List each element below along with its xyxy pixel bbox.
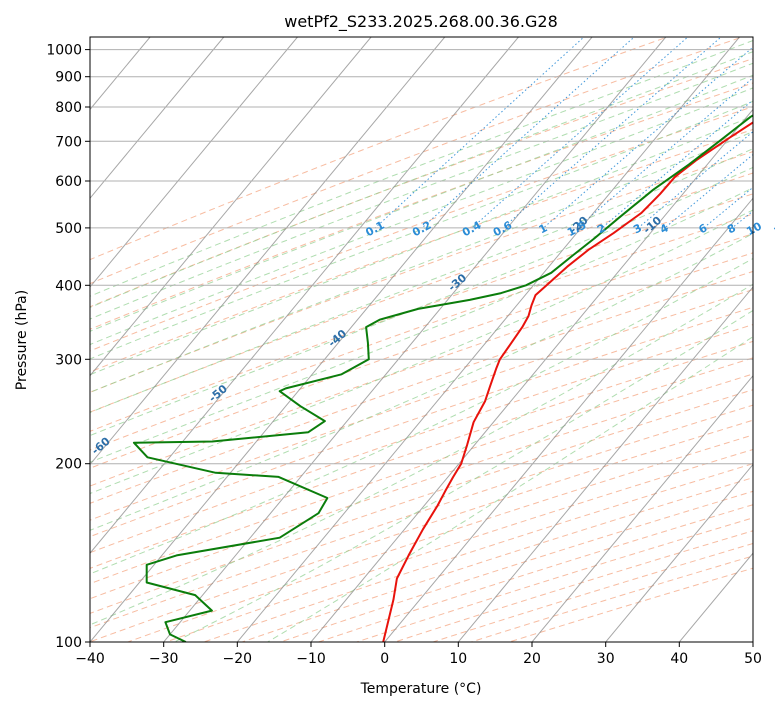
x-tick-label: 50 xyxy=(744,651,762,667)
moist-adiabat xyxy=(90,148,753,413)
isotherm-line xyxy=(531,374,753,642)
moist-adiabat xyxy=(90,131,753,393)
mixing-ratio-line xyxy=(502,37,722,229)
moist-adiabat xyxy=(90,74,753,332)
dry-adiabat xyxy=(431,542,753,642)
dry-adiabat xyxy=(90,151,753,393)
y-tick-label: 200 xyxy=(55,457,82,473)
mixing-ratio-line xyxy=(755,25,775,228)
moist-adiabat xyxy=(90,115,753,376)
isotherm-line xyxy=(384,197,753,642)
isotherm-line xyxy=(90,37,593,642)
x-axis: −40 −30 −20 −10 0 10 20 30 40 50 xyxy=(75,642,762,667)
y-axis-title: Pressure (hPa) xyxy=(14,290,30,390)
x-tick-label: 40 xyxy=(670,651,688,667)
y-tick-label: 300 xyxy=(55,352,82,368)
moist-adiabat xyxy=(90,62,753,320)
isotherm-line xyxy=(236,37,740,642)
x-tick-label: 20 xyxy=(523,651,541,667)
isotherm-line xyxy=(605,463,753,642)
x-tick-label: −40 xyxy=(75,651,105,667)
pressure-grid xyxy=(90,49,753,642)
dry-adiabat xyxy=(393,530,753,642)
mixing-ratio-line xyxy=(637,131,753,229)
mixing-ratio-line xyxy=(703,186,753,229)
dry-adiabat xyxy=(90,373,753,600)
dry-adiabat xyxy=(90,419,753,642)
plot-background xyxy=(90,37,753,642)
mixing-ratio-line xyxy=(576,77,753,229)
isotherm-line xyxy=(90,37,446,466)
isotherm-line xyxy=(90,37,372,377)
dry-adiabat xyxy=(90,289,753,521)
x-tick-label: 30 xyxy=(597,651,615,667)
x-axis-title: Temperature (°C) xyxy=(360,681,482,697)
dry-adiabat xyxy=(90,270,753,504)
y-tick-label: 1000 xyxy=(46,43,82,59)
isotherm-line xyxy=(0,37,3,642)
dry-adiabat xyxy=(240,477,753,642)
x-tick-label: −30 xyxy=(149,651,179,667)
dry-adiabat xyxy=(90,37,669,261)
dry-adiabat xyxy=(90,172,753,413)
isotherm-line xyxy=(90,37,298,288)
moist-adiabat xyxy=(90,257,753,575)
mixing-ratio-label: 13 xyxy=(772,220,775,239)
moist-adiabat xyxy=(90,100,753,360)
x-tick-label: −10 xyxy=(296,651,326,667)
moist-adiabat xyxy=(90,166,753,437)
y-tick-label: 100 xyxy=(55,635,82,651)
temperature-profile xyxy=(382,121,753,642)
dry-adiabat xyxy=(278,490,753,642)
isotherm-line xyxy=(0,37,77,642)
isotherm-line xyxy=(457,286,753,642)
isotherm-line xyxy=(90,37,519,554)
moist-adiabat xyxy=(90,187,753,463)
moist-adiabat xyxy=(90,40,753,297)
x-tick-label: 0 xyxy=(380,651,389,667)
chart-title: wetPf2_S233.2025.268.00.36.G28 xyxy=(284,12,558,32)
mixing-ratio-line xyxy=(543,46,753,229)
dry-adiabat xyxy=(90,252,753,487)
isotherm-line xyxy=(90,37,225,200)
plot-frame xyxy=(89,36,754,643)
dry-adiabat xyxy=(126,434,753,642)
sounding-profiles xyxy=(132,114,753,642)
dry-adiabat xyxy=(90,306,753,538)
background-lines xyxy=(0,25,775,642)
moist-adiabat xyxy=(90,233,753,531)
dry-adiabat xyxy=(90,128,753,373)
dry-adiabat xyxy=(90,57,753,308)
y-tick-label: 900 xyxy=(55,70,82,86)
dewpoint-profile xyxy=(132,114,753,642)
x-tick-label: −20 xyxy=(223,651,253,667)
mixing-ratio-label: 10 xyxy=(744,219,764,238)
y-tick-label: 800 xyxy=(55,100,82,116)
y-tick-label: 500 xyxy=(55,221,82,237)
y-tick-label: 700 xyxy=(55,134,82,150)
moist-adiabat xyxy=(90,87,753,346)
isotherm-line xyxy=(163,37,667,642)
dry-adiabat xyxy=(90,106,753,352)
y-tick-label: 600 xyxy=(55,174,82,190)
y-tick-label: 400 xyxy=(55,278,82,294)
y-axis: 1000 900 800 700 600 500 400 300 200 100 xyxy=(46,43,90,651)
moist-adiabat xyxy=(267,336,753,642)
moist-adiabat xyxy=(90,51,753,308)
x-tick-label: 10 xyxy=(449,651,467,667)
mixing-ratio-line xyxy=(421,37,635,229)
isotherm-line xyxy=(752,641,753,642)
dry-adiabat xyxy=(90,340,753,569)
dry-adiabat xyxy=(90,357,753,585)
